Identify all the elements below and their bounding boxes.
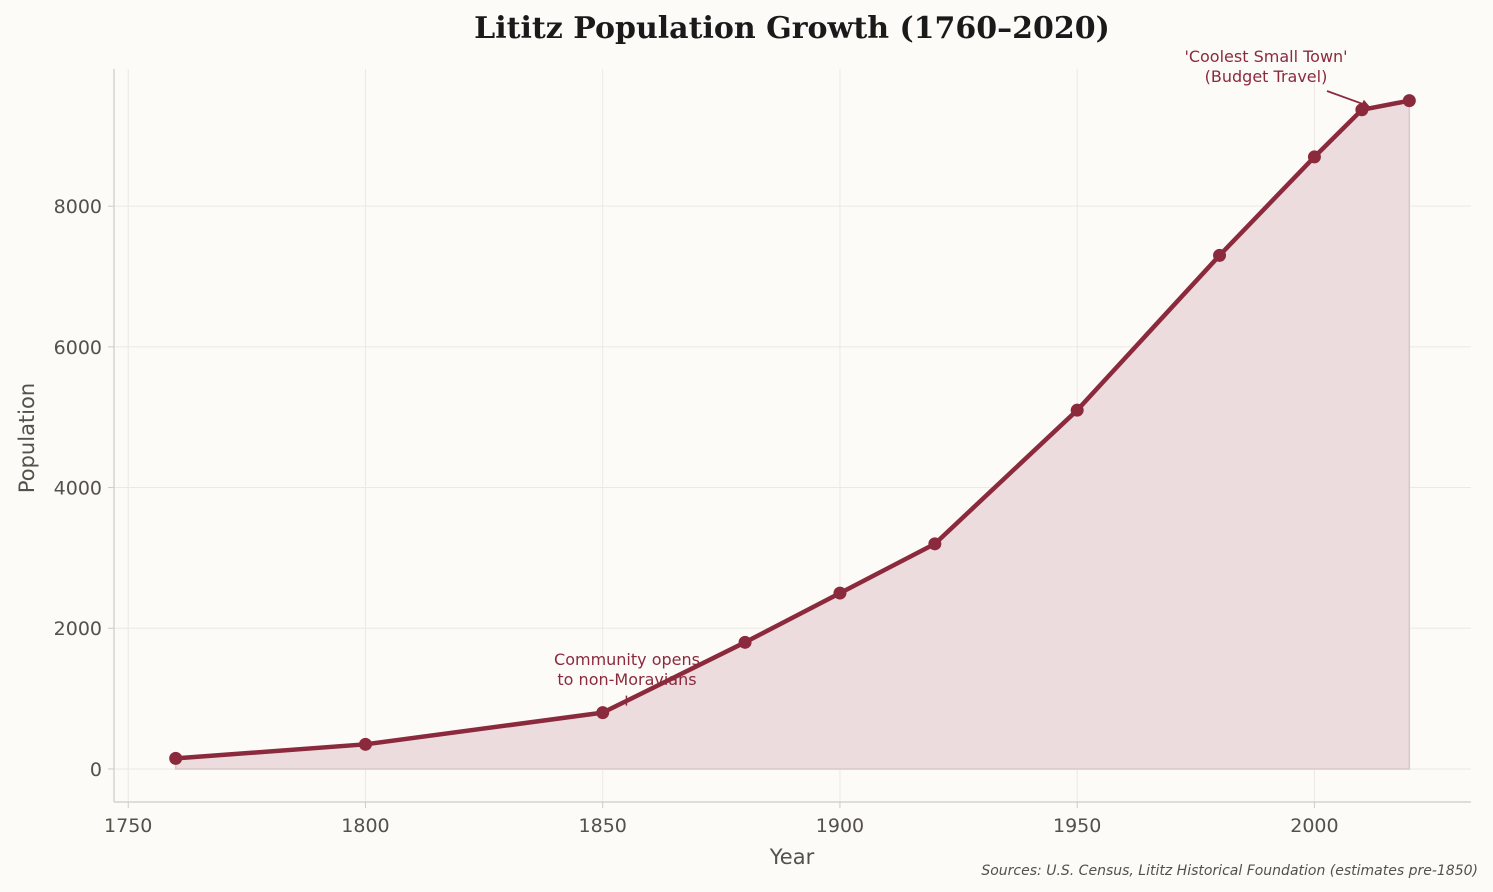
y-axis-label: Population <box>15 383 39 493</box>
y-tick-label: 0 <box>90 759 102 781</box>
x-tick-label: 1750 <box>104 815 152 837</box>
y-tick-label: 4000 <box>54 478 102 500</box>
annotation-community-opens: Community opens to non-Moravians <box>554 650 700 689</box>
y-tick-label: 6000 <box>54 337 102 359</box>
source-note: Sources: U.S. Census, Lititz Historical … <box>981 863 1478 879</box>
annotations: Community opens to non-Moravians 'Coolest … <box>554 47 1370 706</box>
x-axis-label: Year <box>769 845 815 869</box>
annotation-line: 'Coolest Small Town' <box>1184 47 1347 66</box>
annotation-line: (Budget Travel) <box>1205 67 1328 86</box>
data-point <box>833 586 847 600</box>
annotation-coolest-small-town: 'Coolest Small Town' (Budget Travel) <box>1184 47 1347 86</box>
chart-title: Lititz Population Growth (1760–2020) <box>474 11 1110 46</box>
data-point <box>928 537 942 551</box>
data-point <box>1070 403 1084 417</box>
annotation-arrowhead <box>1360 99 1370 107</box>
annotation-line: Community opens <box>554 650 700 669</box>
annotation-arrow <box>1326 90 1369 107</box>
y-tick-label: 2000 <box>54 618 102 640</box>
tick-labels: 1750 1800 1850 1900 1950 2000 0 2000 4000 6000 800… <box>54 196 1339 837</box>
x-tick-label: 1800 <box>341 815 389 837</box>
data-point <box>169 751 183 765</box>
x-tick-label: 1950 <box>1053 815 1101 837</box>
area-fill <box>174 99 1411 770</box>
x-tick-label: 2000 <box>1290 815 1338 837</box>
data-point <box>1213 248 1227 262</box>
x-tick-label: 1900 <box>816 815 864 837</box>
axes <box>108 69 1471 808</box>
annotation-line: to non-Moravians <box>557 670 696 689</box>
x-tick-label: 1850 <box>579 815 627 837</box>
area-fill-path <box>174 99 1411 770</box>
data-point <box>1355 103 1369 117</box>
data-point <box>1307 150 1321 164</box>
y-tick-label: 8000 <box>54 196 102 218</box>
series-line <box>169 94 1416 765</box>
data-point <box>358 737 372 751</box>
data-point <box>738 635 752 649</box>
data-point <box>596 706 610 720</box>
data-point <box>1402 94 1416 108</box>
